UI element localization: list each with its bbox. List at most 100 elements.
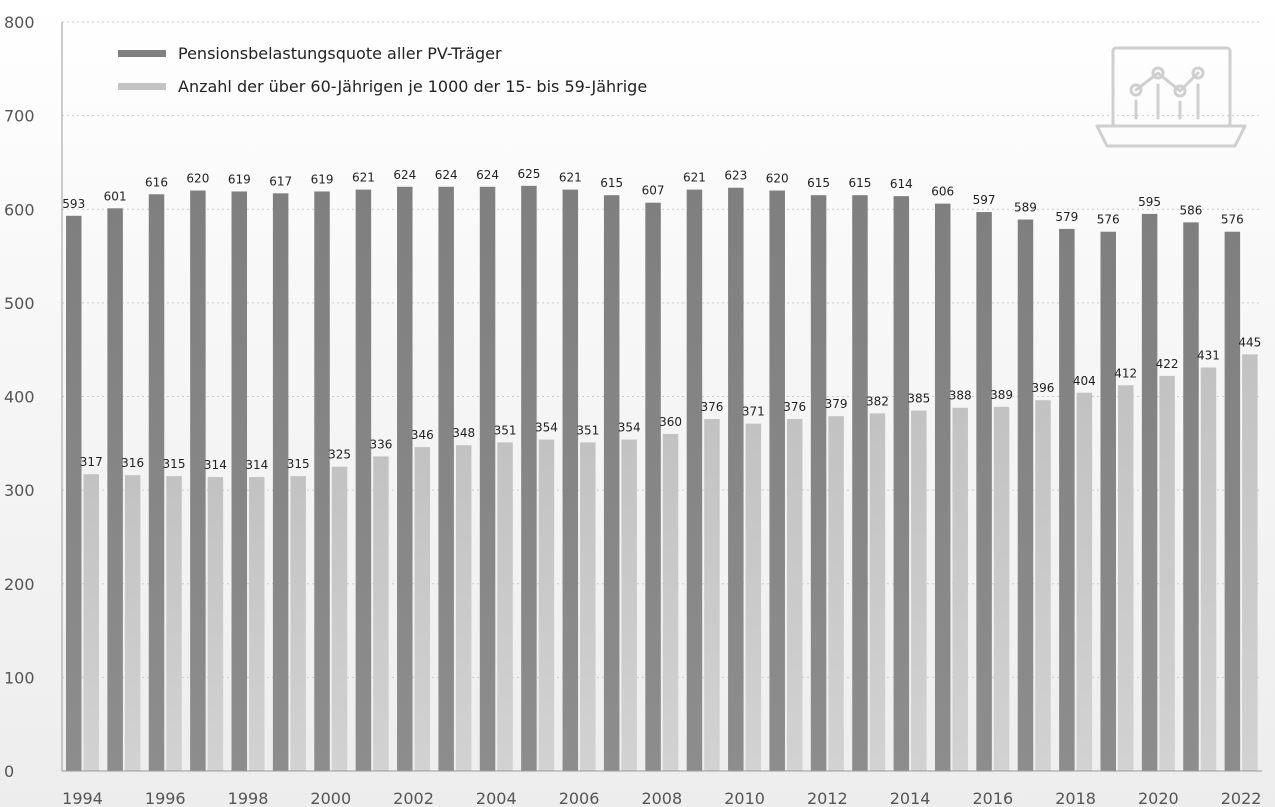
bar-series-2: [1242, 354, 1258, 771]
data-label-series-2: 389: [990, 388, 1013, 402]
legend-swatch-series-1: [118, 50, 166, 57]
data-label-series-1: 621: [559, 171, 582, 185]
bar-series-1: [1100, 231, 1116, 772]
data-label-series-1: 625: [517, 167, 540, 181]
data-label-series-1: 579: [1055, 210, 1078, 224]
bar-series-2: [952, 407, 968, 771]
bar-series-1: [810, 195, 827, 772]
bar-series-1: [1017, 219, 1034, 771]
bar-series-2: [455, 445, 472, 771]
x-tick-label: 2002: [393, 789, 434, 807]
bar-series-2: [662, 433, 679, 771]
bar-series-1: [231, 191, 248, 771]
bar-series-2: [290, 476, 306, 771]
bar-series-2: [124, 475, 141, 771]
bar-series-1: [397, 186, 413, 771]
x-tick-label: 1996: [145, 789, 186, 807]
bar-series-1: [190, 190, 206, 771]
data-label-series-1: 606: [931, 185, 954, 199]
data-label-series-2: 336: [369, 437, 392, 451]
x-axis-ticks: 1994 1996 1998 2000 2002 2004 2006 2008 2010 2012…: [62, 789, 1261, 807]
data-label-series-1: 619: [311, 172, 334, 186]
x-tick-label: 2022: [1221, 789, 1262, 807]
bar-series-2: [828, 416, 844, 771]
bar-series-1: [893, 196, 910, 771]
data-label-series-2: 385: [907, 392, 930, 406]
data-label-series-1: 617: [269, 174, 292, 188]
bar-series-1: [1059, 228, 1075, 771]
data-label-series-2: 348: [452, 426, 475, 440]
bar-series-2: [580, 442, 596, 771]
bar-series-1: [107, 208, 123, 772]
legend-label-series-2: Anzahl der über 60-Jährigen je 1000 der …: [178, 77, 647, 96]
data-label-series-1: 620: [766, 172, 789, 186]
bar-series-2: [538, 439, 555, 771]
bar-series-2: [1117, 385, 1134, 771]
y-tick-label: 400: [4, 388, 35, 407]
x-tick-label: 2014: [890, 789, 931, 807]
bar-series-1: [603, 195, 620, 772]
bar-series-1: [1141, 213, 1158, 771]
data-label-series-2: 351: [494, 423, 517, 437]
bar-series-1: [1224, 231, 1241, 772]
data-label-series-1: 624: [476, 168, 499, 182]
data-label-series-1: 615: [600, 176, 623, 190]
bar-series-1: [438, 186, 454, 771]
data-label-series-2: 412: [1114, 366, 1137, 380]
bar-series-2: [1159, 375, 1175, 771]
data-label-series-2: 371: [742, 405, 765, 419]
data-label-series-1: 576: [1221, 213, 1244, 227]
data-labels: 593 601 616 620 619 617 619 621 624 624 624 625 621 6…: [62, 167, 1261, 472]
bar-series-1: [686, 189, 703, 771]
data-label-series-1: 589: [1014, 201, 1037, 215]
bar-series-2: [1035, 400, 1051, 771]
bar-series-2: [207, 477, 224, 771]
bar-series-2: [414, 447, 431, 771]
data-label-series-1: 623: [724, 169, 747, 183]
legend-label-series-1: Pensionsbelastungsquote aller PV-Träger: [178, 44, 502, 63]
y-tick-label: 500: [4, 294, 35, 313]
bar-series-1: [645, 202, 661, 772]
data-label-series-2: 314: [204, 458, 227, 472]
bar-series-2: [621, 439, 637, 771]
data-label-series-2: 382: [866, 394, 889, 408]
data-label-series-1: 601: [104, 189, 127, 203]
data-label-series-1: 595: [1138, 195, 1161, 209]
data-label-series-2: 445: [1238, 335, 1261, 349]
bar-series-2: [83, 474, 99, 771]
x-tick-label: 2010: [724, 789, 765, 807]
data-label-series-1: 615: [807, 176, 830, 190]
data-label-series-2: 422: [1156, 357, 1179, 371]
bar-series-1: [1183, 222, 1199, 772]
y-axis-ticks: 0 100 200 300 400 500 600 700 800: [4, 13, 35, 781]
y-tick-label: 100: [4, 668, 35, 687]
data-label-series-1: 586: [1180, 203, 1203, 217]
data-label-series-2: 396: [1032, 381, 1055, 395]
x-tick-label: 2000: [310, 789, 351, 807]
legend-swatch-series-2: [118, 83, 166, 90]
bar-series-1: [934, 203, 951, 771]
bar-series-1: [728, 187, 744, 771]
bar-series-2: [373, 456, 389, 771]
bar-series-1: [272, 193, 289, 772]
data-label-series-2: 315: [163, 457, 186, 471]
bar-series-1: [769, 190, 785, 771]
data-label-series-2: 388: [949, 389, 972, 403]
data-label-series-2: 354: [535, 421, 558, 435]
legend: Pensionsbelastungsquote aller PV-Träger …: [118, 44, 647, 96]
data-label-series-1: 624: [393, 168, 416, 182]
x-tick-label: 2020: [1138, 789, 1179, 807]
y-tick-label: 700: [4, 107, 35, 126]
y-tick-label: 0: [4, 762, 14, 781]
x-tick-label: 2018: [1055, 789, 1096, 807]
x-tick-label: 2012: [807, 789, 848, 807]
x-tick-label: 2008: [641, 789, 682, 807]
data-label-series-1: 614: [890, 177, 913, 191]
x-tick-label: 2016: [972, 789, 1013, 807]
bar-series-2: [249, 477, 265, 771]
y-tick-label: 800: [4, 13, 35, 32]
data-label-series-1: 616: [145, 175, 168, 189]
data-label-series-2: 317: [80, 455, 103, 469]
data-label-series-1: 621: [352, 171, 375, 185]
x-tick-label: 2004: [476, 789, 517, 807]
